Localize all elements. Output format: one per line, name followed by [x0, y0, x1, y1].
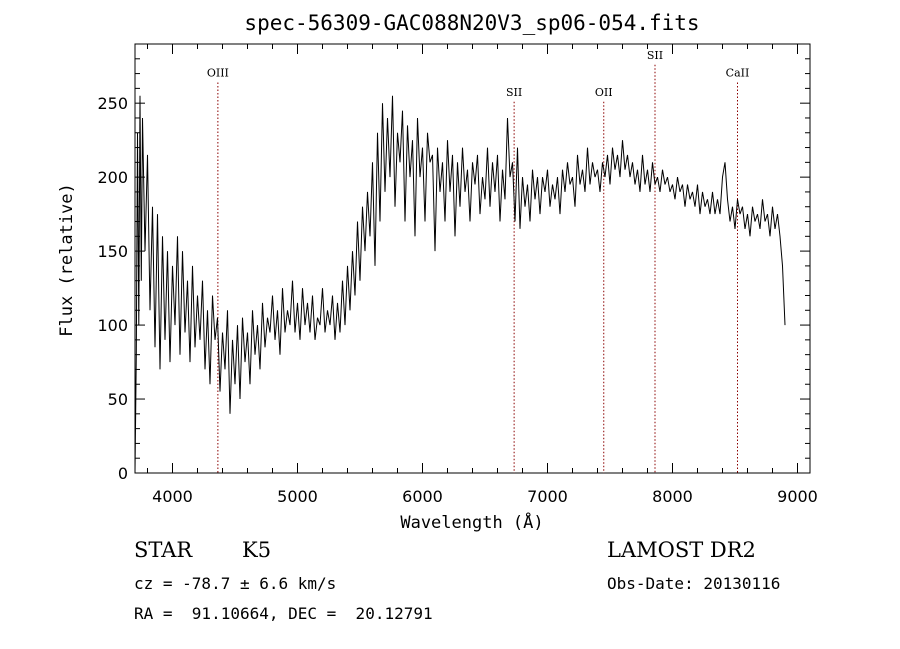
- line-label-oiii: OIII: [207, 67, 229, 80]
- y-axis-ticks: 0 50 100 150 200 250: [97, 43, 810, 483]
- line-label-sii: SII: [506, 86, 522, 99]
- x-tick-label: 8000: [652, 487, 693, 506]
- object-class: STAR: [134, 538, 193, 562]
- coordinates: RA = 91.10664, DEC = 20.12791: [134, 604, 433, 623]
- y-tick-label: 0: [118, 464, 128, 483]
- redshift-velocity: cz = -78.7 ± 6.6 km/s: [134, 574, 337, 593]
- x-tick-label: 5000: [277, 487, 318, 506]
- y-tick-label: 200: [97, 168, 128, 187]
- x-axis-label: Wavelength (Å): [400, 511, 543, 533]
- line-label-sii: SII: [647, 49, 663, 62]
- chart-title: spec-56309-GAC088N20V3_sp06-054.fits: [244, 11, 699, 35]
- observation-date: Obs-Date: 20130116: [607, 574, 781, 593]
- plot-frame: [134, 43, 811, 474]
- x-tick-label: 4000: [152, 487, 193, 506]
- y-tick-label: 250: [97, 94, 128, 113]
- survey-name: LAMOST DR2: [607, 538, 756, 562]
- line-label-oii: OII: [595, 86, 613, 99]
- emission-lines: OIII SII OII SII CaII: [207, 49, 749, 473]
- x-tick-label: 7000: [527, 487, 568, 506]
- y-tick-label: 50: [108, 390, 128, 409]
- line-label-caii: CaII: [726, 67, 750, 80]
- object-subclass: K5: [242, 538, 272, 562]
- y-tick-label: 100: [97, 316, 128, 335]
- x-tick-label: 6000: [402, 487, 443, 506]
- x-axis-ticks: 4000 5000 6000 7000 8000 9000: [147, 44, 818, 506]
- spectrum-line: [134, 95, 786, 474]
- spectrum-series: [134, 95, 786, 474]
- y-tick-label: 150: [97, 242, 128, 261]
- y-axis-label: Flux (relative): [57, 183, 77, 337]
- x-tick-label: 9000: [777, 487, 818, 506]
